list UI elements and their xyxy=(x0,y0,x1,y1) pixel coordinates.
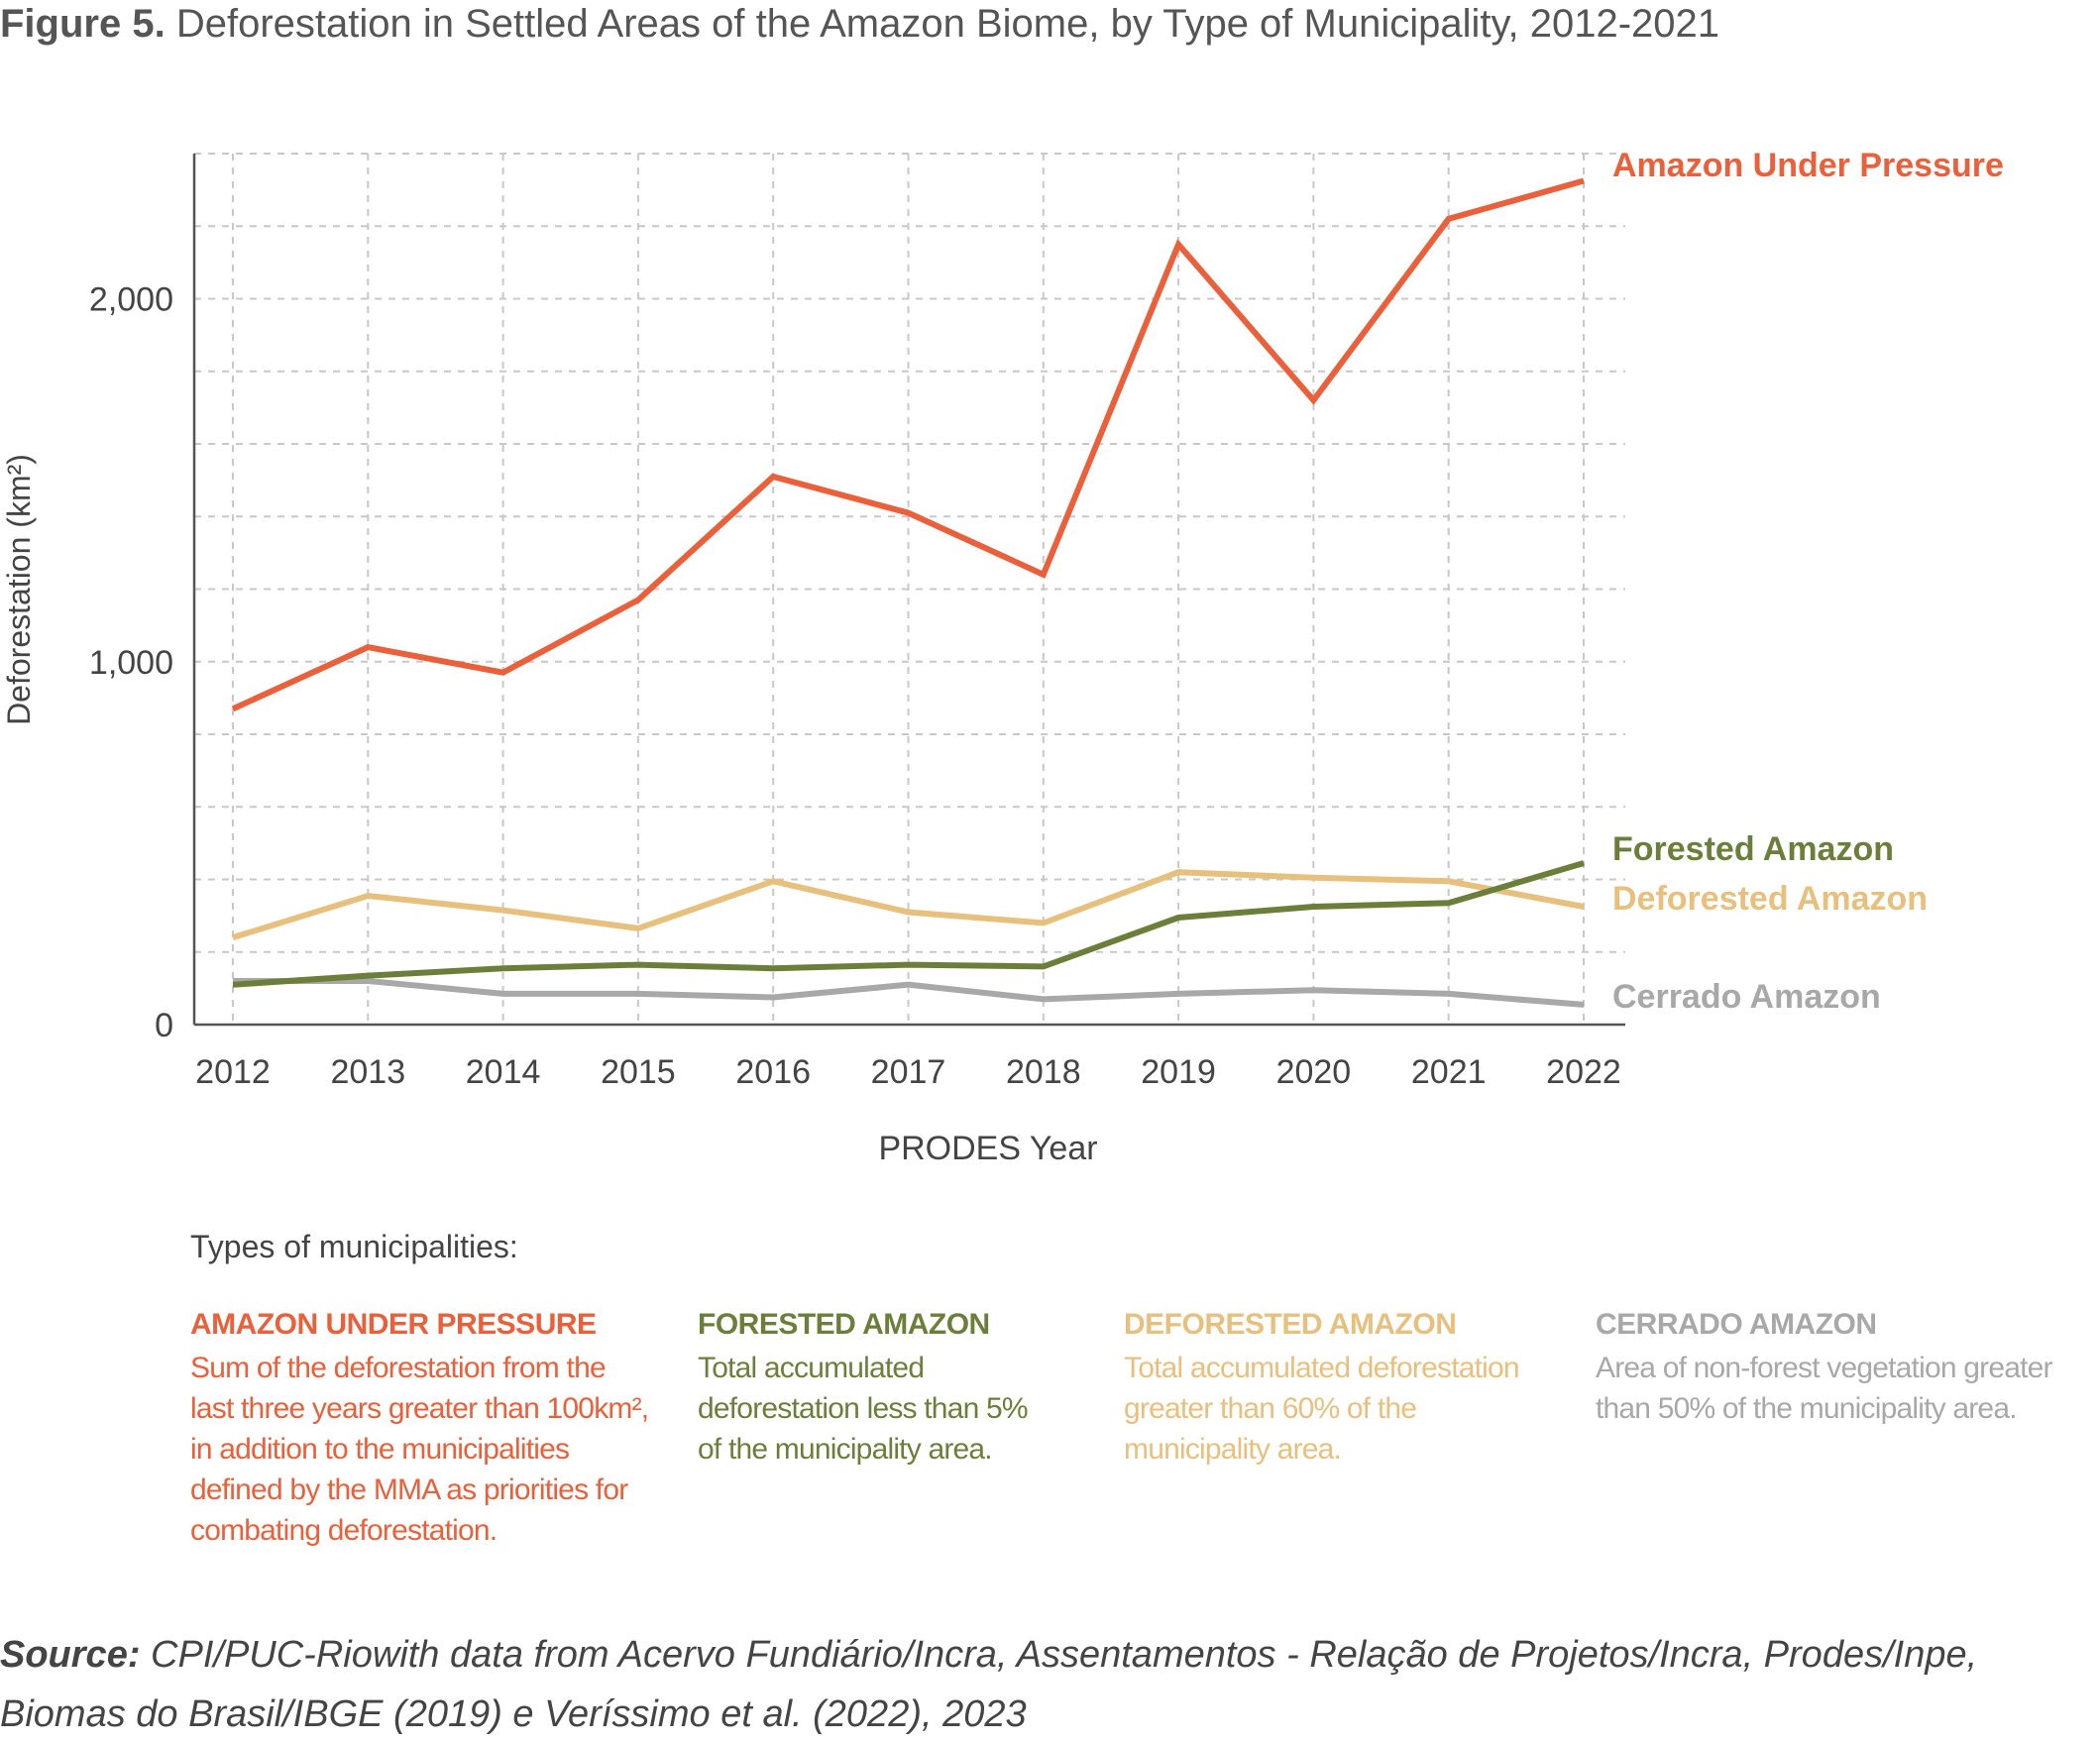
x-tick-label: 2020 xyxy=(1276,1053,1352,1091)
x-tick-label: 2013 xyxy=(330,1053,405,1091)
legend-item-cerrado-amazon: CERRADO AMAZON Area of non-forest vegeta… xyxy=(1596,1308,2061,1429)
line-chart: 0 1,000 2,000 2012 2013 2014 2015 2016 2017 2018 2… xyxy=(1,147,2004,1167)
source-note: Source: CPI/PUC-Riowith data from Acervo… xyxy=(0,1625,2100,1744)
legend-line: last three years greater than 100km², xyxy=(190,1392,649,1425)
legend-heading: Types of municipalities: xyxy=(190,1229,518,1264)
series-line-deforested-amazon xyxy=(232,869,1585,940)
legend-item-forested-amazon: FORESTED AMAZON Total accumulated defore… xyxy=(698,1308,1163,1470)
x-tick-label: 2021 xyxy=(1411,1053,1487,1091)
legend-line: of the municipality area. xyxy=(698,1433,993,1466)
x-tick-label: 2014 xyxy=(466,1053,541,1091)
legend-description: Area of non-forest vegetation greater th… xyxy=(1596,1348,2061,1429)
legend-line: defined by the MMA as priorities for xyxy=(190,1473,628,1506)
figure-title: Figure 5. Deforestation in Settled Areas… xyxy=(0,2,1719,47)
y-tick-label: 1,000 xyxy=(89,644,173,682)
series-line-forested-amazon xyxy=(232,860,1585,988)
legend-line: Sum of the deforestation from the xyxy=(190,1352,607,1384)
legend-description: Sum of the deforestation from the last t… xyxy=(190,1348,656,1551)
legend-line: than 50% of the municipality area. xyxy=(1596,1392,2018,1425)
series-line-amazon-under-pressure xyxy=(231,177,1585,712)
series-label-amazon-under-pressure: Amazon Under Pressure xyxy=(1612,147,2004,184)
x-tick-label: 2017 xyxy=(871,1053,946,1091)
x-tick-label: 2012 xyxy=(195,1053,271,1091)
x-axis-title: PRODES Year xyxy=(878,1130,1097,1167)
x-tick-label: 2022 xyxy=(1546,1053,1621,1091)
figure-title-text: Deforestation in Settled Areas of the Am… xyxy=(175,2,1720,46)
series-line-cerrado-amazon xyxy=(233,978,1585,1008)
legend-line: in addition to the municipalities xyxy=(190,1433,570,1466)
legend-line: combating deforestation. xyxy=(190,1514,497,1547)
legend-title: AMAZON UNDER PRESSURE xyxy=(190,1308,597,1341)
x-tick-label: 2018 xyxy=(1006,1053,1081,1091)
legend-line: Total accumulated deforestation xyxy=(1124,1352,1520,1384)
series-label-cerrado-amazon: Cerrado Amazon xyxy=(1612,978,1881,1016)
legend-title: DEFORESTED AMAZON xyxy=(1124,1308,1457,1341)
legend-line: greater than 60% of the xyxy=(1124,1392,1417,1425)
legend-title: FORESTED AMAZON xyxy=(698,1308,990,1341)
legend-description: Total accumulated deforestation less tha… xyxy=(698,1348,1163,1470)
legend-line: municipality area. xyxy=(1124,1433,1342,1466)
x-tick-label: 2019 xyxy=(1141,1053,1216,1091)
figure-label: Figure 5. xyxy=(0,2,166,46)
y-tick-label: 0 xyxy=(155,1007,173,1044)
y-tick-label: 2,000 xyxy=(89,281,173,319)
legend-item-deforested-amazon: DEFORESTED AMAZON Total accumulated defo… xyxy=(1124,1308,1590,1470)
legend-description: Total accumulated deforestation greater … xyxy=(1124,1348,1590,1470)
legend-title: CERRADO AMAZON xyxy=(1596,1308,1877,1341)
legend-line: Total accumulated xyxy=(698,1352,925,1384)
y-axis-title: Deforestation (km²) xyxy=(1,454,37,725)
legend-item-amazon-under-pressure: AMAZON UNDER PRESSURE Sum of the defores… xyxy=(190,1308,656,1551)
legend-line: deforestation less than 5% xyxy=(698,1392,1029,1425)
series-label-deforested-amazon: Deforested Amazon xyxy=(1612,880,1928,918)
legend-line: Area of non-forest vegetation greater xyxy=(1596,1352,2053,1384)
source-label: Source: xyxy=(0,1634,141,1676)
series-label-forested-amazon: Forested Amazon xyxy=(1612,830,1894,868)
x-tick-label: 2016 xyxy=(735,1053,811,1091)
source-text: CPI/PUC-Riowith data from Acervo Fundiár… xyxy=(0,1634,1978,1735)
x-tick-label: 2015 xyxy=(601,1053,676,1091)
